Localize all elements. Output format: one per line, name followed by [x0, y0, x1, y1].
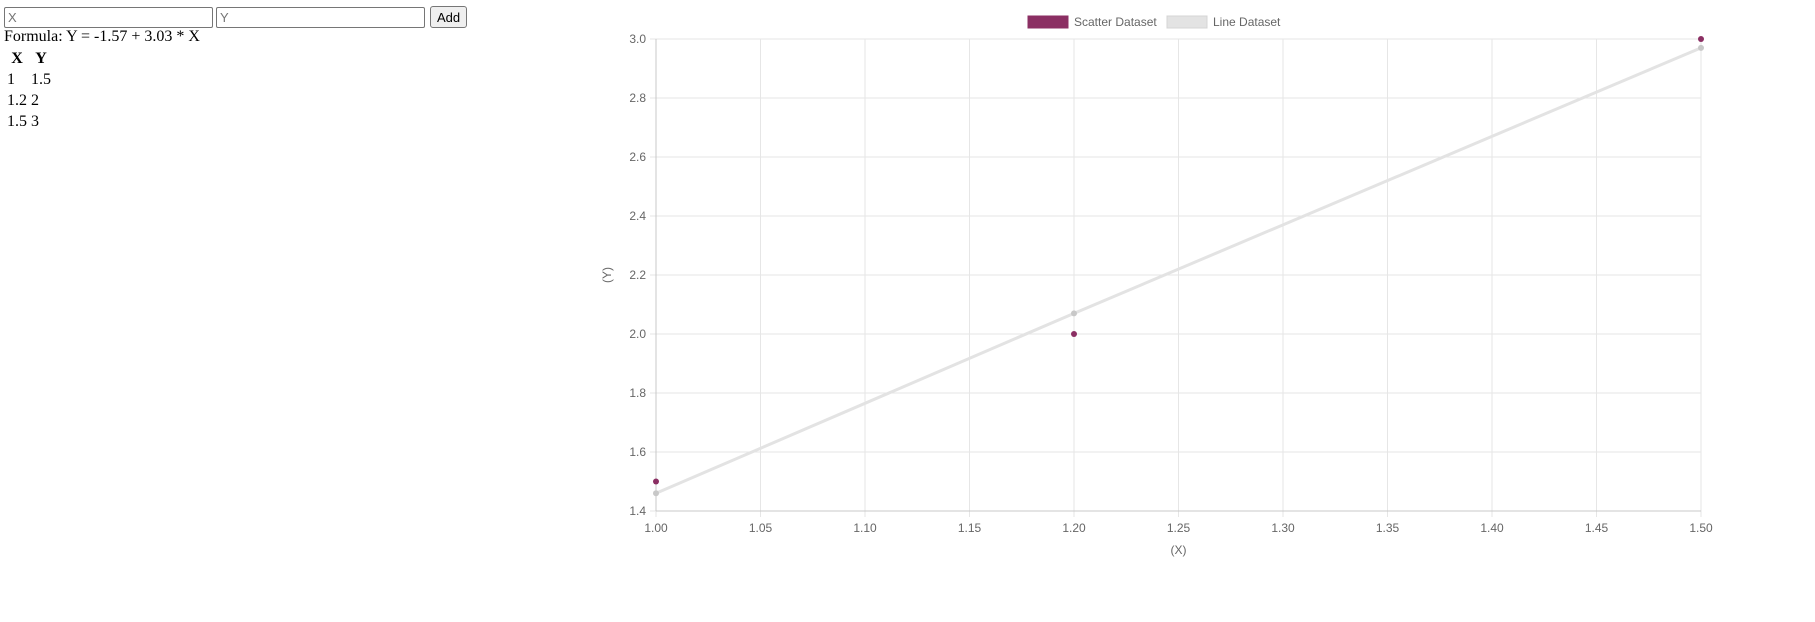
legend-swatch: [1027, 15, 1069, 29]
x-tick-label: 1.15: [958, 521, 982, 535]
x-axis-title: (X): [1171, 543, 1187, 557]
y-tick-label: 1.6: [629, 445, 646, 459]
cell-x: 1.2: [7, 92, 27, 109]
y-axis-title: (Y): [600, 267, 614, 283]
line-point: [1698, 44, 1704, 51]
grid: [650, 38, 1702, 517]
x-tick-label: 1.30: [1271, 521, 1295, 535]
x-tick-label: 1.10: [853, 521, 877, 535]
x-tick-label: 1.50: [1689, 521, 1713, 535]
line-point: [653, 490, 659, 497]
scatter-point: [653, 478, 659, 485]
y-tick-label: 2.0: [629, 327, 646, 341]
legend: Scatter Dataset Line Dataset: [1027, 15, 1281, 29]
y-tick-label: 2.8: [629, 91, 646, 105]
column-header-x: X: [11, 50, 23, 67]
legend-label: Scatter Dataset: [1074, 15, 1157, 29]
cell-y: 2: [31, 92, 39, 109]
cell-x: 1.5: [7, 113, 27, 130]
legend-label: Line Dataset: [1213, 15, 1281, 29]
x-tick-label: 1.45: [1585, 521, 1609, 535]
column-header-y: Y: [35, 50, 47, 67]
y-tick-label: 2.6: [629, 150, 646, 164]
cell-y: 1.5: [31, 71, 51, 88]
table-header-row: X Y: [6, 49, 52, 68]
y-input[interactable]: [216, 6, 425, 28]
x-tick-label: 1.40: [1480, 521, 1504, 535]
scatter-series: [653, 36, 1704, 485]
scatter-point: [1071, 331, 1077, 337]
y-tick-label: 1.8: [629, 386, 646, 400]
x-tick-label: 1.25: [1167, 521, 1191, 535]
x-tick-label: 1.35: [1376, 521, 1400, 535]
scatter-point: [1698, 36, 1704, 42]
data-table: X Y 1 1.5 1.2 2 1.5 3: [4, 47, 54, 133]
line-series: [653, 44, 1704, 497]
table-row: 1 1.5: [6, 70, 52, 89]
input-form: Add: [4, 6, 468, 28]
y-tick-label: 2.2: [629, 268, 646, 282]
x-input[interactable]: [4, 6, 213, 28]
x-tick-label: 1.05: [749, 521, 773, 535]
cell-y: 3: [31, 113, 39, 130]
table-row: 1.2 2: [6, 91, 52, 110]
axes: 1.00 1.05 1.10 1.15 1.20 1.25 1.30 1.35 1.40 1.45…: [600, 32, 1713, 557]
cell-x: 1: [7, 71, 15, 88]
line-point: [1071, 310, 1077, 317]
x-tick-label: 1.20: [1062, 521, 1086, 535]
y-tick-label: 3.0: [629, 32, 646, 46]
formula-text: Formula: Y = -1.57 + 3.03 * X: [4, 28, 200, 45]
y-tick-label: 1.4: [629, 504, 646, 518]
legend-swatch: [1166, 15, 1208, 29]
y-tick-label: 2.4: [629, 209, 646, 223]
add-button[interactable]: Add: [430, 6, 468, 28]
x-tick-label: 1.00: [644, 521, 668, 535]
table-row: 1.5 3: [6, 112, 52, 131]
